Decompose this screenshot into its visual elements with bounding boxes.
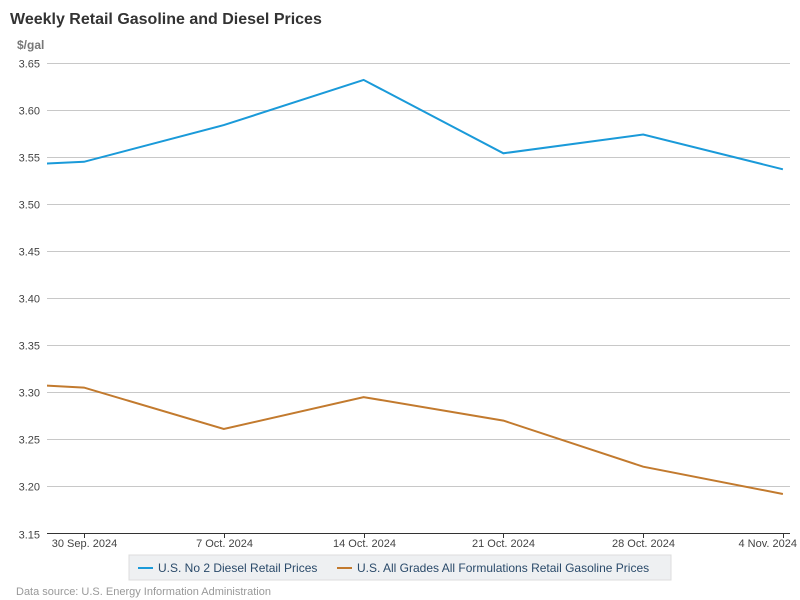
series-line-gasoline (47, 384, 784, 495)
y-tick-label: 3.55 (19, 153, 40, 165)
x-tick-label: 14 Oct. 2024 (333, 538, 396, 550)
x-tick-label: 21 Oct. 2024 (472, 538, 535, 550)
legend-label-gasoline[interactable]: U.S. All Grades All Formulations Retail … (357, 561, 649, 575)
y-tick-label: 3.15 (19, 530, 40, 542)
y-tick-label: 3.45 (19, 247, 40, 259)
chart-title: Weekly Retail Gasoline and Diesel Prices (10, 11, 322, 28)
y-tick-label: 3.50 (19, 200, 40, 212)
y-tick-label: 3.60 (19, 106, 40, 118)
x-tick-label: 4 Nov. 2024 (738, 538, 797, 550)
x-tick-label: 30 Sep. 2024 (52, 538, 117, 550)
legend-label-diesel[interactable]: U.S. No 2 Diesel Retail Prices (158, 561, 317, 575)
series-line-diesel (47, 78, 784, 171)
legend: U.S. No 2 Diesel Retail Prices U.S. All … (128, 554, 672, 581)
y-tick-label: 3.25 (19, 435, 40, 447)
y-axis-label: $/gal (17, 38, 44, 52)
y-tick-label: 3.35 (19, 341, 40, 353)
legend-box (128, 554, 672, 581)
y-tick-label: 3.30 (19, 388, 40, 400)
y-tick-label: 3.65 (19, 59, 40, 71)
y-tick-label: 3.40 (19, 294, 40, 306)
x-tick-label: 7 Oct. 2024 (196, 538, 253, 550)
x-tick-label: 28 Oct. 2024 (612, 538, 675, 550)
y-tick-label: 3.20 (19, 482, 40, 494)
data-source: Data source: U.S. Energy Information Adm… (16, 586, 271, 598)
